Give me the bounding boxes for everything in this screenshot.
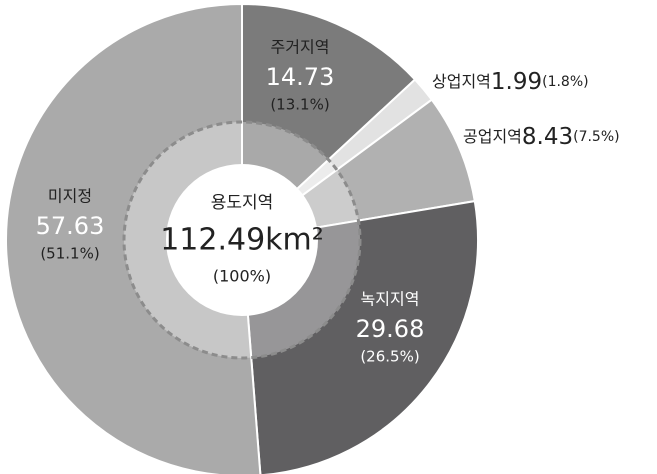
- outside-label: 공업지역8.43(7.5%): [463, 124, 620, 150]
- slice-percent: (51.1%): [40, 245, 99, 263]
- slice-percent: (13.1%): [270, 96, 329, 114]
- slice-name: 녹지지역: [361, 290, 420, 309]
- slice-value: 1.99: [491, 69, 542, 95]
- slice-name: 미지정: [48, 187, 92, 206]
- slice: [5, 2, 262, 474]
- center-title: 용도지역: [211, 193, 274, 213]
- center-percent: (100%): [213, 267, 271, 286]
- slice-name: 공업지역: [463, 127, 522, 146]
- center-value: 112.49km²: [160, 223, 324, 258]
- slice-value: 8.43: [522, 124, 573, 150]
- slice-percent: (1.8%): [542, 74, 589, 90]
- slice-name: 상업지역: [432, 72, 491, 91]
- slice-name: 주거지역: [271, 38, 330, 57]
- slice-percent: (7.5%): [573, 129, 620, 145]
- outside-label: 상업지역1.99(1.8%): [432, 69, 589, 95]
- slice-value: 29.68: [356, 315, 425, 343]
- slice-percent: (26.5%): [360, 348, 419, 366]
- slice-value: 14.73: [266, 63, 335, 91]
- center-disc: [166, 164, 318, 316]
- slice-value: 57.63: [36, 212, 105, 240]
